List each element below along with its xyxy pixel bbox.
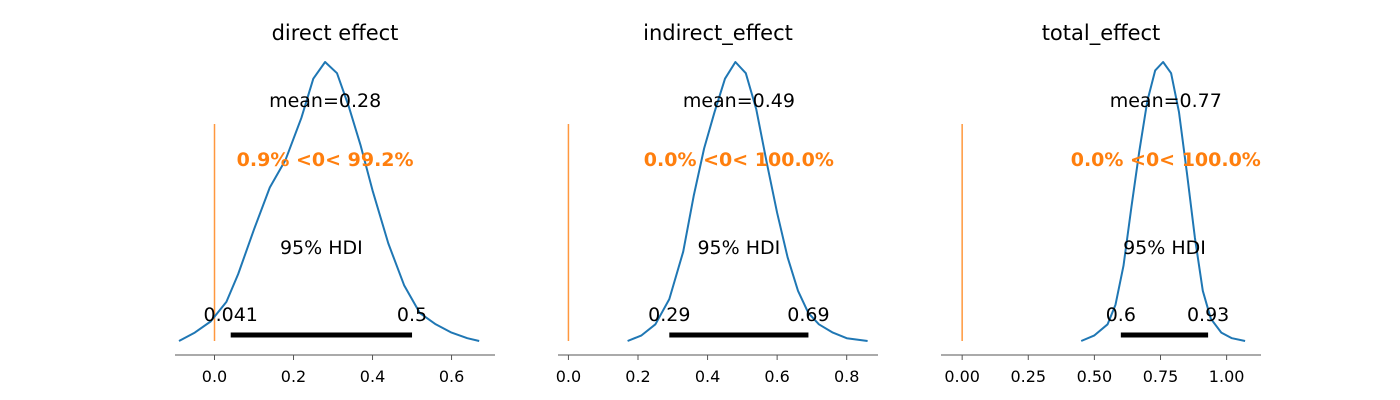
hdi-label: 95% HDI bbox=[280, 237, 363, 259]
x-tick-label: 0.8 bbox=[834, 367, 859, 386]
hdi-lower-label: 0.6 bbox=[1106, 304, 1136, 326]
hdi-label: 95% HDI bbox=[697, 237, 780, 259]
panel-2: indirect_effect mean=0.49 0.0% <0< 100.0% 9… bbox=[556, 21, 878, 386]
reference-percentages: 0.0% <0< 100.0% bbox=[644, 149, 834, 171]
hdi-upper-label: 0.5 bbox=[397, 304, 427, 326]
x-tick-label: 0.2 bbox=[625, 367, 650, 386]
x-tick-label: 0.50 bbox=[1077, 367, 1113, 386]
panel-1: direct effect mean=0.28 0.9% <0< 99.2% 95% … bbox=[175, 21, 495, 386]
panel-3: total_effect mean=0.77 0.0% <0< 100.0% 95% … bbox=[941, 21, 1261, 386]
panel-title: indirect_effect bbox=[643, 21, 793, 46]
x-tick-label: 0.25 bbox=[1010, 367, 1046, 386]
hdi-upper-label: 0.93 bbox=[1187, 304, 1229, 326]
mean-label: mean=0.28 bbox=[269, 90, 381, 112]
x-tick-label: 0.0 bbox=[556, 367, 581, 386]
kde-curve bbox=[1080, 61, 1246, 342]
panel-title: total_effect bbox=[1042, 21, 1161, 46]
x-tick-label: 0.6 bbox=[439, 367, 464, 386]
kde-curve bbox=[627, 61, 868, 342]
x-tick-label: 0.4 bbox=[360, 367, 385, 386]
x-tick-label: 1.00 bbox=[1209, 367, 1245, 386]
hdi-upper-label: 0.69 bbox=[787, 304, 829, 326]
hdi-lower-label: 0.29 bbox=[648, 304, 690, 326]
x-tick-label: 0.75 bbox=[1143, 367, 1179, 386]
mean-label: mean=0.49 bbox=[683, 90, 795, 112]
reference-percentages: 0.0% <0< 100.0% bbox=[1071, 149, 1261, 171]
reference-percentages: 0.9% <0< 99.2% bbox=[237, 149, 414, 171]
x-tick-label: 0.6 bbox=[764, 367, 789, 386]
hdi-lower-label: 0.041 bbox=[204, 304, 258, 326]
x-tick-label: 0.00 bbox=[944, 367, 980, 386]
panel-title: direct effect bbox=[272, 21, 399, 45]
hdi-label: 95% HDI bbox=[1123, 237, 1206, 259]
x-tick-label: 0.2 bbox=[281, 367, 306, 386]
kde-curve bbox=[178, 61, 480, 342]
mean-label: mean=0.77 bbox=[1110, 90, 1222, 112]
x-tick-label: 0.4 bbox=[695, 367, 720, 386]
x-tick-label: 0.0 bbox=[202, 367, 227, 386]
